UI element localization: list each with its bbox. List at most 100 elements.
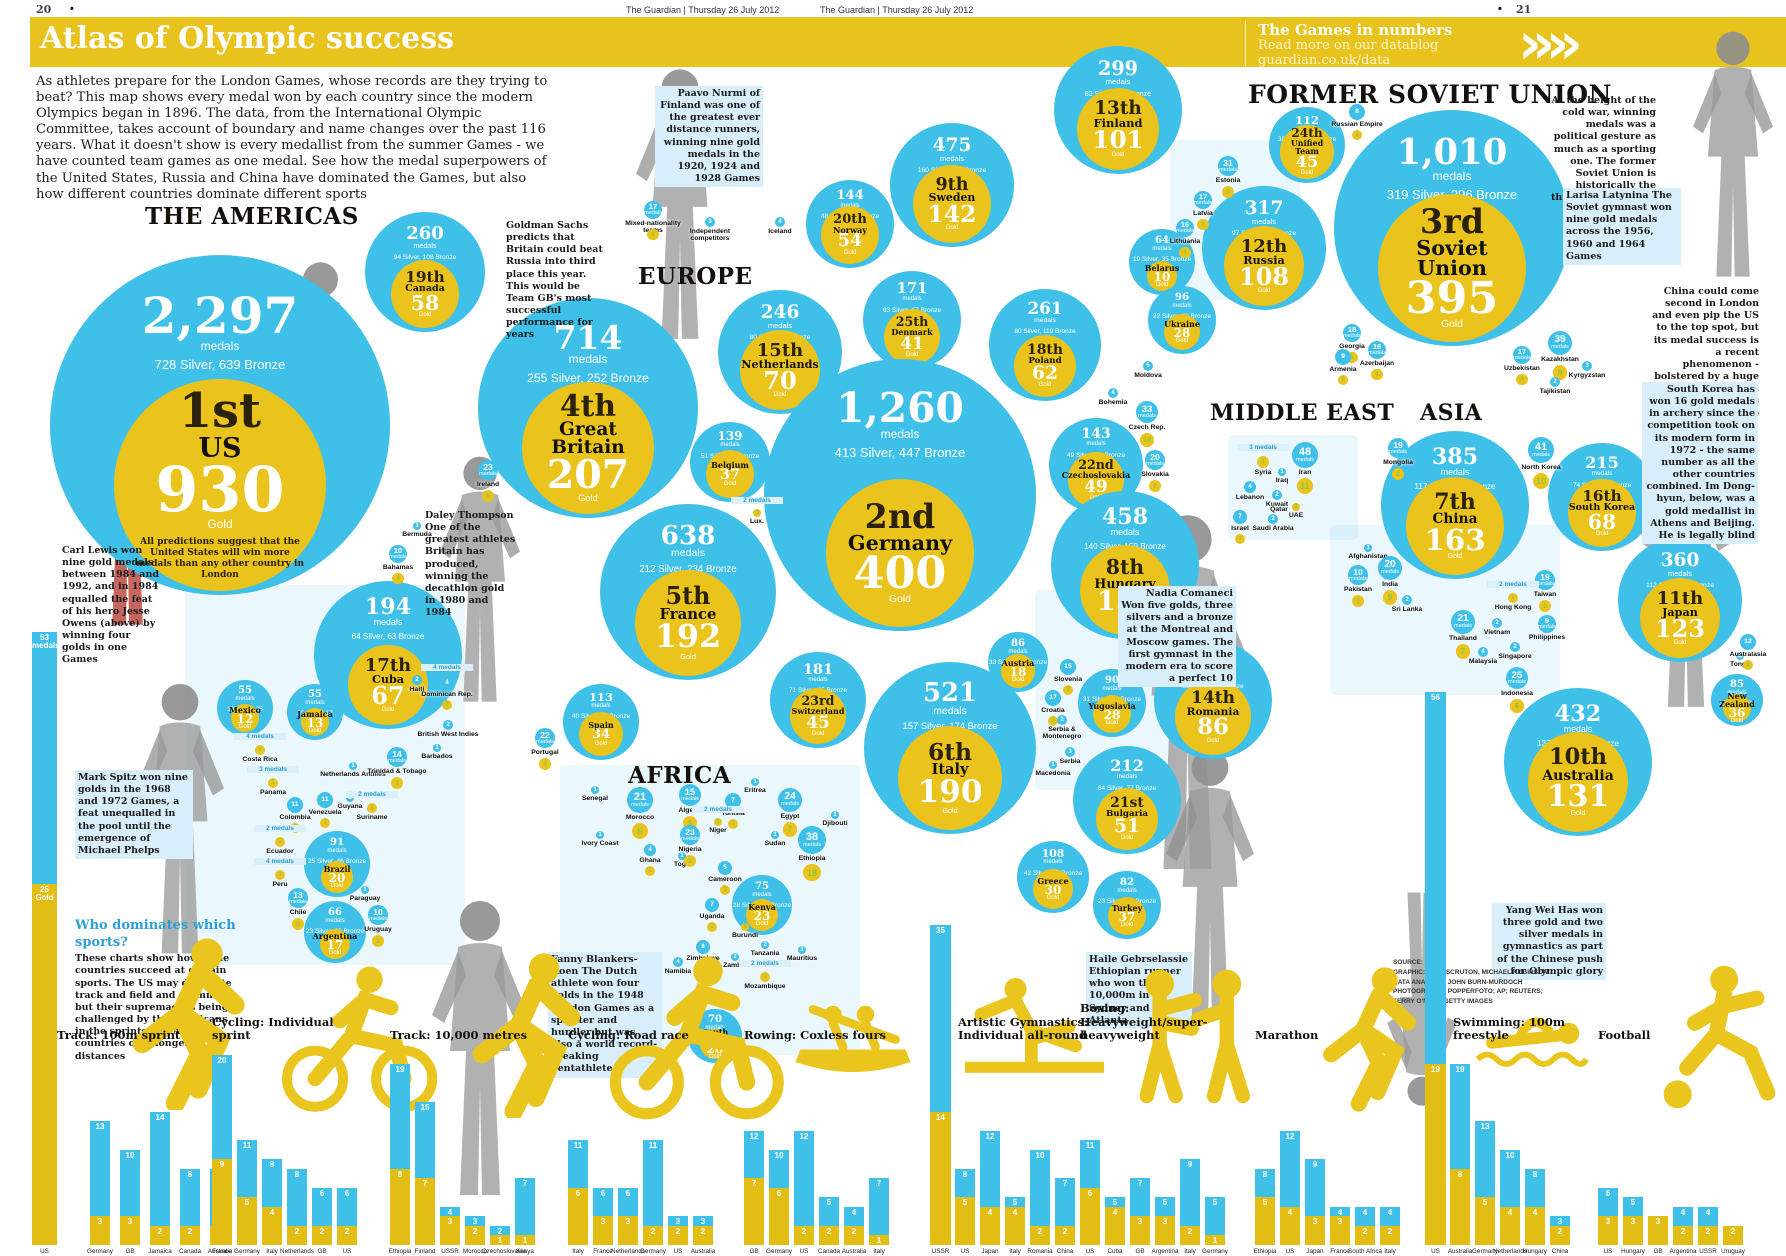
medals-word: medals xyxy=(1368,350,1386,357)
bar-gold-value: 2 xyxy=(1705,1227,1711,1236)
haile-gebrselassie-note: Haile Gebrselassie Ethiopian runner who … xyxy=(1086,952,1192,1029)
medals-total: 10 xyxy=(373,907,383,917)
bar-total-value: 5 xyxy=(1630,1198,1636,1207)
bar-gold-value: 5 xyxy=(1482,1198,1488,1207)
medals-total: 16 xyxy=(1372,342,1382,352)
medals-count-label-costa-rica: 4 medals xyxy=(234,733,286,740)
medals-total: 7 xyxy=(710,902,714,908)
gold-total: 23 xyxy=(753,908,771,923)
bar-total-value: 8 xyxy=(1532,1170,1538,1179)
gold-chip-dominican-rep: 2 xyxy=(442,700,452,710)
bar-category-label: France xyxy=(212,1248,232,1255)
country-bubble-serbia-montenegro: 2 xyxy=(1057,715,1067,725)
bar-gold-value: 3 xyxy=(97,1217,103,1226)
bar-gold-value: 19 xyxy=(1431,1065,1440,1074)
medals-total: 385 xyxy=(1431,444,1479,470)
gold-total: 49 xyxy=(1084,476,1108,497)
country-label-uzbekistan: Uzbekistan xyxy=(1504,365,1540,372)
gold-disc-argentina: Argentina 17 Gold xyxy=(313,929,357,959)
country-name: Unified Team xyxy=(1290,138,1324,157)
caption-name: Paavo Nurmi xyxy=(677,88,747,99)
bar-total-germany: 11 xyxy=(643,1140,663,1245)
country-bubble-cameroon: 5 xyxy=(718,861,732,875)
bar-total-value: 8 xyxy=(962,1170,968,1179)
bar-gold-italy: 6 xyxy=(568,1188,588,1245)
promo-line2[interactable]: Read more on our datablog xyxy=(1258,38,1439,53)
gold-chip-slovenia: 3 xyxy=(1063,685,1073,695)
caption-name: Carl Lewis xyxy=(62,545,118,556)
country-label-suriname: Suriname xyxy=(356,814,388,821)
paavo-nurmi-note: Paavo Nurmi of Finland was one of the gr… xyxy=(655,86,763,188)
gold-word: Gold xyxy=(381,706,395,713)
bar-gold-gb: 2 xyxy=(312,1226,332,1245)
bar-gold-value: 2 xyxy=(851,1227,857,1236)
masthead-band: Atlas of Olympic success The Games in nu… xyxy=(30,9,1786,77)
gold-chip-cameroon: 3 xyxy=(720,885,730,895)
country-label-haiti: Haiti xyxy=(409,686,425,693)
bar-category-label: US xyxy=(1285,1248,1295,1255)
gold-chip-slovakia: 7 xyxy=(1148,480,1162,493)
bar-gold-value: 4 xyxy=(1507,1208,1513,1217)
bar-gold-germany: 5 xyxy=(237,1197,257,1245)
medals-word: medals xyxy=(705,1024,725,1031)
country-label-mauritius: Mauritius xyxy=(786,955,818,962)
country-label-togo: Togo xyxy=(673,861,691,868)
country-label-qatar: Qatar xyxy=(1270,506,1288,513)
medals-word: medals xyxy=(1219,166,1237,173)
rank-label: 2nd xyxy=(864,497,936,537)
gold-word: Gold xyxy=(207,517,233,532)
bar-total-value: 13 xyxy=(95,1122,105,1131)
country-label-tonga: Tonga xyxy=(1730,661,1750,668)
country-bubble-costa-rica: 1 xyxy=(255,745,265,755)
country-label-burundi: Burundi xyxy=(731,932,759,939)
track-sprint-icon xyxy=(95,935,270,1113)
country-label-kyrgyzstan: Kyrgyzstan xyxy=(1568,372,1606,379)
bar-gold-value: 3 xyxy=(1605,1217,1611,1226)
bar-gold-hungary: 3 xyxy=(1623,1216,1643,1245)
medals-word: medals xyxy=(1343,333,1361,340)
gold-disc-italy: 6th Italy 190 Gold xyxy=(898,726,1002,830)
country-label-paraguay: Paraguay xyxy=(349,895,381,902)
medals-count-label-suriname: 2 medals xyxy=(346,791,398,798)
country-name: US xyxy=(198,432,242,464)
sport-chart-title-4: Cycling: Road race xyxy=(568,1027,689,1042)
rank-label: 17th xyxy=(364,655,412,677)
country-name: New Zealand xyxy=(1719,690,1755,709)
gold-total: 13 xyxy=(306,715,324,730)
medals-word: medals xyxy=(1536,580,1554,587)
bar-gold-value: 25 Gold xyxy=(35,885,54,902)
country-bubble-bahamas: 10 medals xyxy=(389,545,407,563)
medals-total: 4 xyxy=(445,680,449,686)
medals-total: 55 xyxy=(238,685,252,696)
goldman-note: Goldman Sachs predicts that Britain coul… xyxy=(506,220,603,341)
gold-disc-jamaica: Jamaica 13 Gold xyxy=(297,708,333,736)
gold-word: Gold xyxy=(1175,338,1189,345)
country-bubble-mauritius: 1 xyxy=(798,946,806,954)
medals-total: 2 xyxy=(1060,717,1064,723)
country-bubble-philippines: 9 medals xyxy=(1538,615,1556,633)
bar-gold-value: 2 xyxy=(1557,1227,1563,1236)
bar-gold-value: 3 xyxy=(1312,1217,1318,1226)
gold-total: 163 xyxy=(1424,521,1486,557)
bar-total-value: 5 xyxy=(826,1198,832,1207)
country-bubble-vietnam: 2 xyxy=(1492,618,1502,628)
country-label-uganda: Uganda xyxy=(699,913,725,920)
bar-gold-ethiopia: 5 xyxy=(1255,1197,1275,1245)
medals-word: medals xyxy=(1349,575,1367,582)
medals-total: 15 xyxy=(1064,662,1072,670)
country-label-iraq: Iraq xyxy=(1275,477,1289,484)
gold-word: Gold xyxy=(905,351,919,358)
who-dominates-note: Who dominates which sports? These charts … xyxy=(75,918,237,1062)
country-label-north-korea: North Korea xyxy=(1521,464,1561,471)
bar-gold-value: 2 xyxy=(650,1227,656,1236)
promo-link[interactable]: guardian.co.uk/data xyxy=(1258,52,1391,68)
south-korea-note: South Korea has won 16 gold medals in ar… xyxy=(1642,382,1758,545)
country-name: Czechoslovakia xyxy=(1061,470,1131,481)
medals-word: medals xyxy=(1102,685,1122,692)
rank-label: 14th xyxy=(1190,688,1236,709)
country-bubble-mozambique: 1 xyxy=(760,972,770,982)
country-name: Germany xyxy=(847,530,953,555)
bar-total-germany: 13 xyxy=(90,1121,110,1245)
country-name: Austria xyxy=(1001,657,1035,668)
country-label-ivory-coast: Ivory Coast xyxy=(581,840,619,847)
